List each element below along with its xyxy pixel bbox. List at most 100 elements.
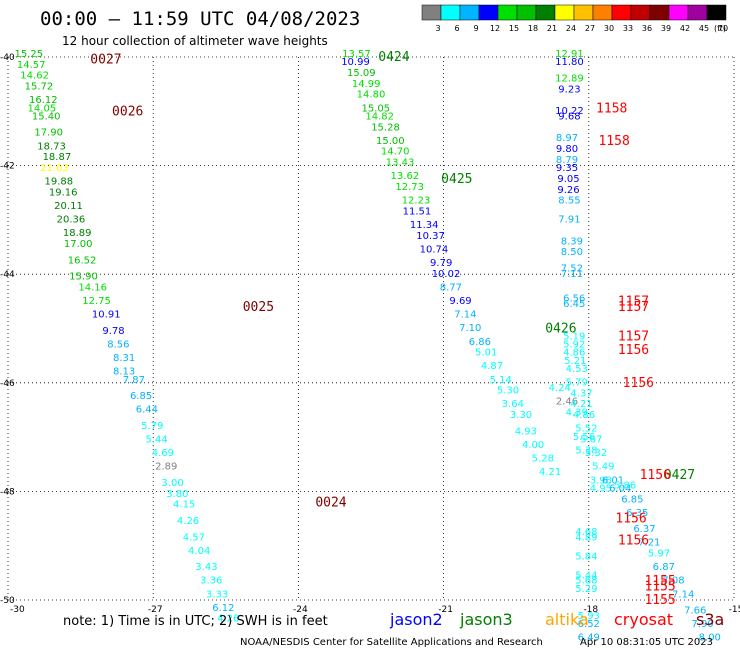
- x-tick-label: -18: [583, 605, 598, 615]
- wave-height-value: 18.89: [63, 228, 92, 239]
- wave-height-value: 3.98: [590, 475, 612, 486]
- wave-height-value: 14.16: [78, 282, 107, 293]
- wave-height-value: 5.79: [566, 378, 588, 389]
- time-label: 1158: [598, 134, 629, 149]
- wave-height-value: 8.77: [440, 282, 462, 293]
- wave-height-value: 5.86: [614, 481, 636, 492]
- wave-height-value: 14.82: [365, 111, 394, 122]
- wave-height-value: 8.00: [699, 633, 721, 644]
- wave-height-value: 9.05: [557, 174, 579, 185]
- wave-height-value: 9.79: [430, 258, 452, 269]
- colorbar-label: 70: [718, 24, 728, 33]
- wave-height-value: 12.89: [555, 73, 584, 84]
- wave-height-value: 4.53: [566, 364, 588, 375]
- wave-height-value: 12.91: [555, 49, 584, 60]
- wave-height-value: 15.72: [25, 82, 54, 93]
- wave-height-value: 4.21: [570, 399, 592, 410]
- chart-title: 00:00 – 11:59 UTC 04/08/2023: [40, 8, 360, 30]
- time-label: 0025: [243, 300, 274, 315]
- y-tick-label: -50: [0, 596, 15, 606]
- wave-height-value: 7.10: [459, 323, 481, 334]
- wave-height-value: 7.66: [684, 606, 706, 617]
- wave-height-value: 18.87: [43, 152, 72, 163]
- wave-height-value: 12.23: [402, 196, 431, 207]
- wave-height-value: 2.46: [556, 397, 578, 408]
- wave-height-value: 3.33: [206, 589, 228, 600]
- wave-height-value: 5.29: [575, 584, 597, 595]
- wave-height-value: 4.57: [183, 532, 205, 543]
- wave-height-value: 14.57: [17, 60, 46, 71]
- wave-height-value: 15.40: [32, 111, 61, 122]
- wave-height-value: 8.13: [113, 367, 135, 378]
- wave-height-value: 4.68: [575, 527, 597, 538]
- wave-height-value: 6.12: [212, 603, 234, 614]
- wave-height-value: 6.87: [653, 562, 675, 573]
- wave-height-value: 14.62: [20, 71, 49, 82]
- colorbar-label: 21: [547, 24, 557, 33]
- wave-height-value: 20.11: [54, 201, 83, 212]
- wave-height-value: 21.63: [40, 163, 69, 174]
- wave-height-value: 7.87: [123, 375, 145, 386]
- wave-height-value: 14.70: [381, 147, 410, 158]
- wave-height-value: 8.97: [556, 133, 578, 144]
- wave-height-value: 4.86: [573, 410, 595, 421]
- wave-height-value: 5.49: [592, 462, 614, 473]
- wave-height-value: 17.90: [34, 128, 63, 139]
- legend-jason3: jason3: [459, 610, 513, 629]
- time-label: 1155: [644, 574, 675, 589]
- colorbar-label: 24: [566, 24, 576, 33]
- wave-height-value: 4.21: [539, 467, 561, 478]
- wave-height-value: 7.91: [558, 215, 580, 226]
- wave-height-value: 5.56: [573, 432, 595, 443]
- wave-height-value: 5.21: [564, 356, 586, 367]
- colorbar-swatch: [497, 4, 518, 21]
- wave-height-value: 13.62: [391, 171, 420, 182]
- time-label: 1156: [618, 533, 649, 548]
- time-label: 0426: [545, 322, 576, 337]
- wave-height-value: 8.55: [558, 196, 580, 207]
- wave-height-value: 9.80: [556, 144, 578, 155]
- wave-height-value: 4.87: [481, 361, 503, 372]
- wave-height-value: 2.89: [155, 462, 177, 473]
- wave-height-value: 4.86: [563, 348, 585, 359]
- colorbar-label: 3: [435, 24, 440, 33]
- colorbar-label: 12: [490, 24, 500, 33]
- colorbar-label: 45: [699, 24, 709, 33]
- colorbar-label: 36: [642, 24, 652, 33]
- time-label: 1156: [623, 376, 654, 391]
- x-tick-label: -27: [148, 605, 163, 615]
- wave-height-value: 20.36: [57, 215, 86, 226]
- wave-height-value: 13.43: [386, 158, 415, 169]
- wave-height-value: 4.26: [177, 516, 199, 527]
- legend-jason2: jason2: [389, 610, 443, 629]
- y-tick-label: -40: [0, 53, 15, 63]
- time-label: 1157: [618, 330, 649, 345]
- y-tick-label: -46: [0, 379, 15, 389]
- colorbar-label: 39: [661, 24, 671, 33]
- colorbar-swatch: [440, 4, 461, 21]
- wave-height-value: 5.01: [475, 348, 497, 359]
- x-tick-label: -24: [293, 605, 308, 615]
- wave-height-value: 5.19: [563, 331, 585, 342]
- wave-height-value: 8.31: [113, 353, 135, 364]
- wave-height-value: 3.36: [200, 576, 222, 587]
- wave-height-value: 10.02: [432, 269, 461, 280]
- wave-height-value: 9.68: [558, 111, 580, 122]
- footer-timestamp: Apr 10 08:31:05 UTC 2023: [580, 637, 713, 648]
- wave-height-value: 3.64: [502, 399, 524, 410]
- time-label: 1156: [618, 343, 649, 358]
- satellite-legend: jason2 jason3 altika cryosat s3a: [389, 610, 724, 629]
- colorbar-swatch: [573, 4, 594, 21]
- wave-height-value: 6.56: [563, 293, 585, 304]
- wave-height-value: 14.80: [357, 90, 386, 101]
- x-tick-label: -15: [729, 605, 740, 615]
- colorbar-label: 18: [528, 24, 538, 33]
- colorbar-swatch: [478, 4, 499, 21]
- colorbar-label: 42: [680, 24, 690, 33]
- time-label: 1156: [640, 468, 671, 483]
- wave-height-value: 6.86: [469, 337, 491, 348]
- wave-height-value: 5.30: [497, 386, 519, 397]
- wave-height-value: 11.34: [410, 220, 439, 231]
- wave-height-value: 5.84: [575, 551, 597, 562]
